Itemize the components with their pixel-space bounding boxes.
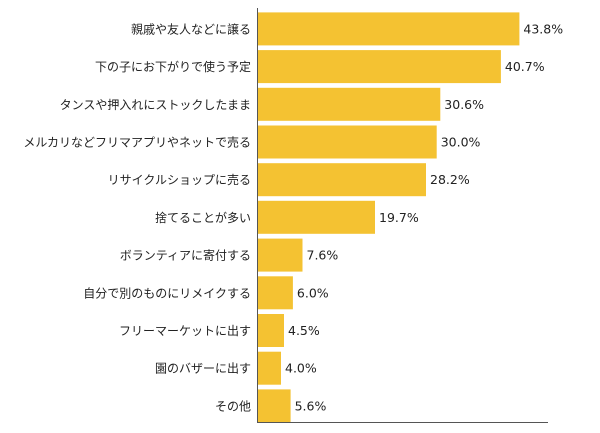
bars-layer: [258, 12, 520, 423]
value-label-8: 6.0%: [297, 285, 329, 300]
value-label-2: 40.7%: [505, 59, 545, 74]
bar-3: [258, 87, 441, 121]
bar-10: [258, 351, 281, 385]
value-label-11: 5.6%: [295, 398, 327, 413]
bar-9: [258, 314, 284, 347]
labels-layer: 親戚や友人などに譲る 43.8% 下の子にお下がりで使う予定 40.7% タンスや押入れ…: [23, 21, 563, 413]
bar-7: [258, 238, 303, 272]
category-label-6: 捨てることが多い: [155, 210, 251, 225]
value-label-6: 19.7%: [379, 210, 419, 225]
value-label-5: 28.2%: [430, 172, 470, 187]
value-label-1: 43.8%: [523, 21, 563, 36]
bar-5: [258, 163, 426, 197]
category-label-7: ボランティアに寄付する: [120, 248, 251, 263]
category-label-4: メルカリなどフリマアプリやネットで売る: [23, 135, 251, 150]
category-label-2: 下の子にお下がりで使う予定: [95, 59, 251, 74]
value-label-3: 30.6%: [444, 97, 484, 112]
bar-2: [258, 50, 501, 84]
category-label-11: その他: [215, 399, 251, 413]
category-label-3: タンスや押入れにストックしたまま: [60, 98, 251, 112]
value-label-7: 7.6%: [307, 248, 339, 263]
bar-1: [258, 12, 520, 46]
bar-11: [258, 389, 291, 423]
category-label-10: 園のバザーに出す: [155, 362, 251, 376]
value-label-4: 30.0%: [441, 135, 481, 150]
category-label-1: 親戚や友人などに譲る: [131, 21, 251, 36]
value-label-9: 4.5%: [288, 323, 320, 338]
bar-6: [258, 200, 375, 234]
bar-8: [258, 276, 293, 310]
category-label-5: リサイクルショップに売る: [108, 172, 251, 187]
value-label-10: 4.0%: [285, 361, 317, 376]
bar-4: [258, 125, 437, 159]
category-label-9: フリーマーケットに出す: [119, 324, 251, 338]
category-label-8: 自分で別のものにリメイクする: [83, 286, 251, 300]
